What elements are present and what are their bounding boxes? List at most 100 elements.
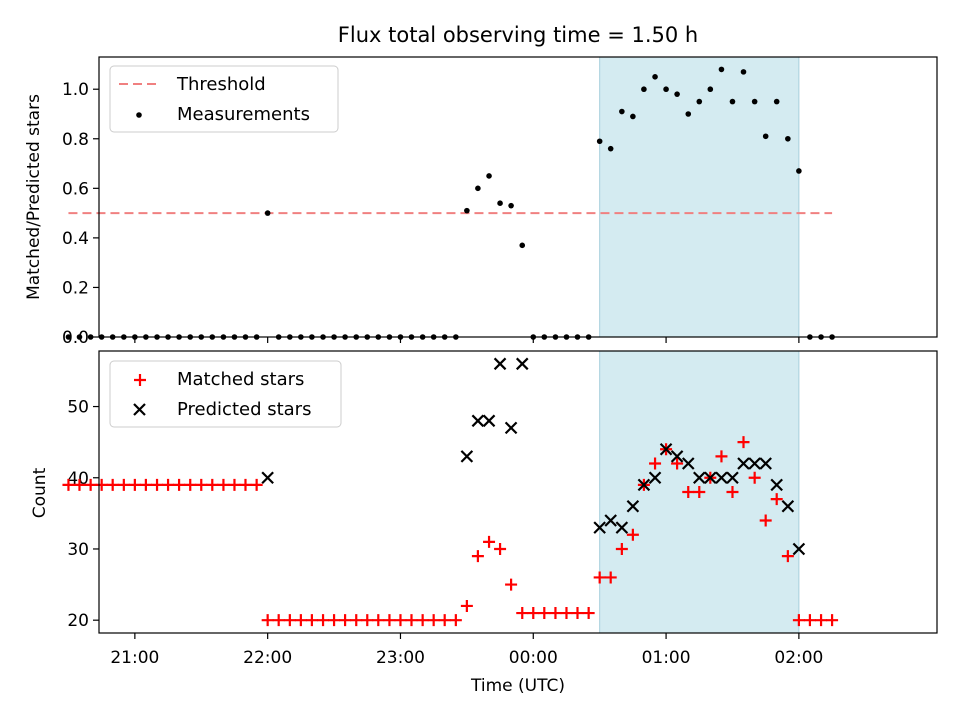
matched-star-point bbox=[549, 607, 562, 620]
matched-star-point bbox=[128, 478, 141, 491]
matched-star-point bbox=[626, 528, 639, 541]
matched-star-point bbox=[206, 478, 219, 491]
measurement-point bbox=[630, 113, 636, 120]
matched-star-point bbox=[405, 614, 418, 627]
y-tick-label: 30 bbox=[67, 540, 89, 560]
predicted-star-point bbox=[726, 471, 739, 485]
matched-star-point bbox=[372, 614, 385, 627]
measurement-point bbox=[475, 185, 481, 192]
legend-measurements-label: Measurements bbox=[177, 104, 310, 125]
matched-star-point bbox=[151, 478, 164, 491]
measurement-point bbox=[264, 210, 271, 216]
measurement-point bbox=[674, 91, 680, 97]
predicted-star-point bbox=[670, 450, 684, 463]
matched-star-point bbox=[527, 607, 540, 620]
measurement-point bbox=[773, 98, 780, 105]
bottom-x-axis: 21:00 22:00 23:00 00:00 01:00 02:00 bbox=[110, 633, 823, 668]
matched-star-point bbox=[582, 607, 595, 620]
matched-star-point bbox=[195, 478, 208, 491]
predicted-star-point bbox=[648, 471, 662, 485]
top-legend-box bbox=[109, 65, 339, 133]
x-tick-label: 23:00 bbox=[376, 648, 425, 668]
matched-star-point bbox=[394, 614, 407, 627]
y-tick-label: 40 bbox=[67, 469, 89, 489]
measurement-point bbox=[685, 111, 692, 117]
predicted-star-point bbox=[715, 471, 728, 485]
x-axis-label: Time (UTC) bbox=[470, 676, 565, 696]
top-legend: Threshold Measurements bbox=[109, 65, 339, 133]
measurement-point bbox=[641, 86, 647, 93]
matched-star-point bbox=[471, 550, 484, 563]
matched-star-point bbox=[184, 478, 197, 491]
predicted-star-point bbox=[659, 442, 673, 456]
measurement-point bbox=[619, 108, 625, 115]
predicted-star-point bbox=[704, 471, 717, 485]
y-tick-label: 0.2 bbox=[62, 278, 89, 298]
measurement-points bbox=[65, 66, 835, 340]
predicted-star-point bbox=[493, 357, 507, 371]
top-x-ticks bbox=[134, 337, 800, 343]
predicted-star-point bbox=[515, 357, 529, 371]
matched-star-point bbox=[438, 614, 451, 627]
measurement-point bbox=[76, 334, 83, 340]
legend-predicted-swatch bbox=[133, 403, 146, 416]
measurement-point bbox=[607, 145, 614, 152]
matched-star-point bbox=[538, 607, 551, 620]
matched-star-point bbox=[84, 478, 97, 491]
matched-star-point bbox=[173, 478, 186, 491]
measurement-point bbox=[65, 334, 72, 340]
predicted-star-point bbox=[770, 478, 783, 492]
x-tick-label: 21:00 bbox=[110, 648, 159, 668]
y-tick-label: 0.4 bbox=[62, 229, 89, 249]
matched-star-point bbox=[815, 614, 828, 627]
measurement-point bbox=[464, 207, 470, 214]
matched-star-point bbox=[73, 478, 86, 491]
matched-star-point bbox=[328, 614, 341, 627]
top-panel: 0.0 0.2 0.4 0.6 0.8 1.0 Matched/Predicted sta… bbox=[24, 56, 938, 348]
predicted-star-point bbox=[504, 421, 518, 435]
legend-threshold-label: Threshold bbox=[176, 74, 266, 95]
measurement-point bbox=[497, 200, 503, 206]
predicted-star-point bbox=[482, 414, 496, 428]
bottom-plot-frame bbox=[98, 350, 938, 634]
matched-star-point bbox=[294, 614, 307, 627]
matched-star-point bbox=[571, 607, 584, 620]
x-tick-label: 00:00 bbox=[509, 648, 558, 668]
matched-star-point bbox=[361, 614, 374, 627]
predicted-star-point bbox=[759, 457, 772, 470]
predicted-star-point bbox=[615, 521, 629, 534]
predicted-star-point bbox=[792, 542, 806, 556]
matched-star-point bbox=[494, 542, 507, 555]
y-tick-label: 20 bbox=[67, 611, 89, 631]
top-y-axis: 0.0 0.2 0.4 0.6 0.8 1.0 bbox=[62, 80, 99, 348]
matched-star-point bbox=[62, 478, 75, 491]
y-tick-label: 50 bbox=[67, 398, 89, 418]
matched-star-point bbox=[106, 478, 119, 491]
legend-measurements-swatch bbox=[136, 112, 142, 118]
matched-star-point bbox=[350, 614, 363, 627]
matched-star-point bbox=[239, 478, 252, 491]
matched-star-point bbox=[162, 478, 175, 491]
matched-star-point bbox=[593, 571, 606, 584]
matched-star-point bbox=[339, 614, 352, 627]
matched-star-point bbox=[560, 607, 573, 620]
matched-star-point bbox=[682, 486, 695, 498]
measurement-point bbox=[87, 334, 94, 340]
x-tick-label: 22:00 bbox=[243, 648, 292, 668]
matched-star-point bbox=[305, 614, 318, 627]
bottom-y-axis: 20 30 40 50 bbox=[67, 398, 99, 631]
matched-star-point bbox=[737, 436, 750, 449]
matched-star-point bbox=[317, 614, 330, 627]
matched-stars-points bbox=[62, 436, 839, 627]
measurement-point bbox=[696, 98, 703, 105]
predicted-star-point bbox=[460, 450, 474, 463]
matched-star-point bbox=[715, 450, 728, 463]
predicted-star-point bbox=[748, 457, 761, 470]
x-tick-label: 02:00 bbox=[774, 648, 823, 668]
matched-star-point bbox=[604, 571, 617, 584]
chart-title: Flux total observing time = 1.50 h bbox=[338, 23, 698, 47]
measurement-point bbox=[707, 86, 714, 93]
matched-star-point bbox=[95, 478, 108, 491]
